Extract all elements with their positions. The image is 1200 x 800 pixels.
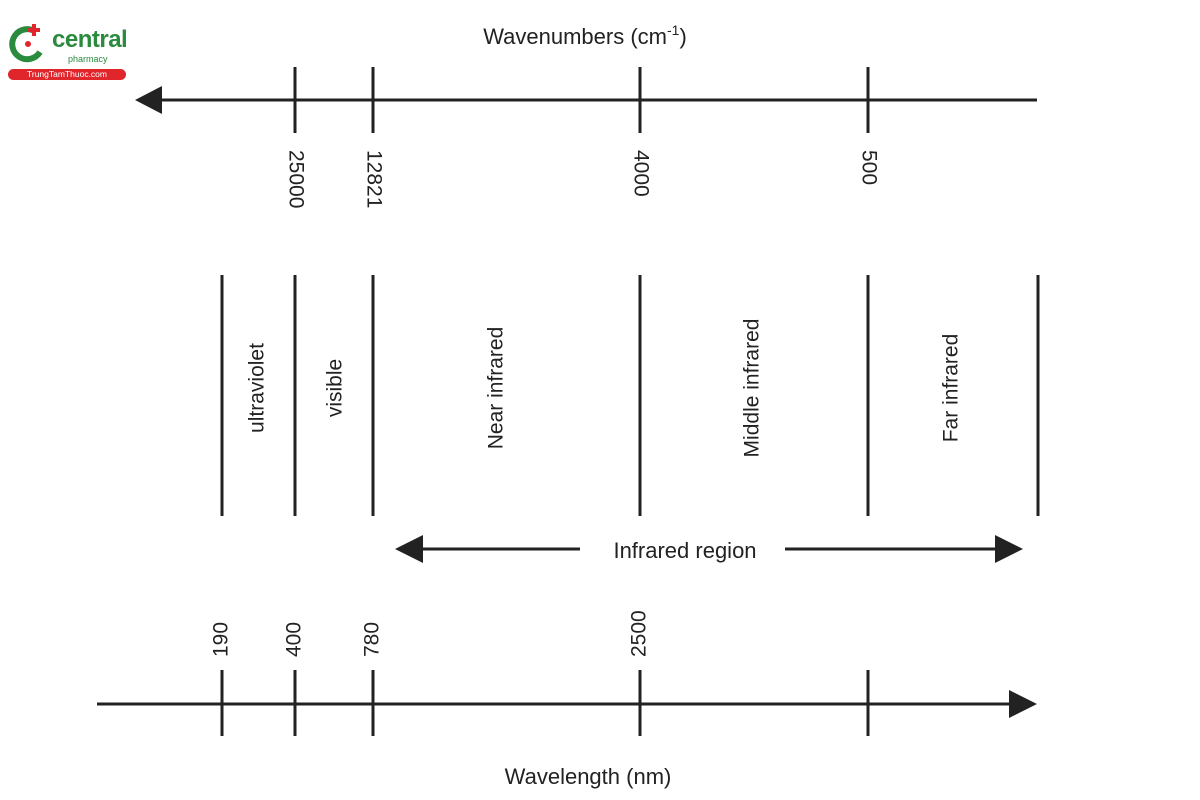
- arrow-left-icon: [395, 535, 423, 563]
- wavelength-tick-label: 190: [210, 622, 233, 657]
- logo-mark-icon: [9, 24, 43, 63]
- logo-site: TrungTamThuoc.com: [8, 69, 126, 80]
- arrow-left-icon: [135, 86, 162, 114]
- region-label: Near infrared: [485, 327, 508, 450]
- wavenumber-tick-label: 500: [857, 150, 880, 185]
- wavenumber-tick-label: 12821: [362, 150, 385, 208]
- wavenumber-tick-label: 4000: [629, 150, 652, 197]
- logo-sub: pharmacy: [68, 54, 108, 64]
- region-label: Middle infrared: [741, 319, 764, 458]
- logo-word: central: [52, 26, 128, 53]
- infrared-region-label: Infrared region: [613, 538, 756, 563]
- region-label: visible: [324, 359, 347, 417]
- wavenumber-title: Wavenumbers (cm-1): [483, 22, 687, 49]
- logo: central pharmacy TrungTamThuoc.com: [6, 22, 128, 82]
- region-label: Far infrared: [940, 334, 963, 443]
- region-label: ultraviolet: [246, 343, 269, 433]
- wavenumber-tick-label: 25000: [284, 150, 307, 208]
- arrow-right-icon: [1009, 690, 1037, 718]
- wavelength-tick-label: 780: [361, 622, 384, 657]
- wavelength-tick-label: 400: [283, 622, 306, 657]
- wavelength-tick-label: 2500: [628, 610, 651, 657]
- wavelength-title: Wavelength (nm): [505, 764, 672, 789]
- arrow-right-icon: [995, 535, 1023, 563]
